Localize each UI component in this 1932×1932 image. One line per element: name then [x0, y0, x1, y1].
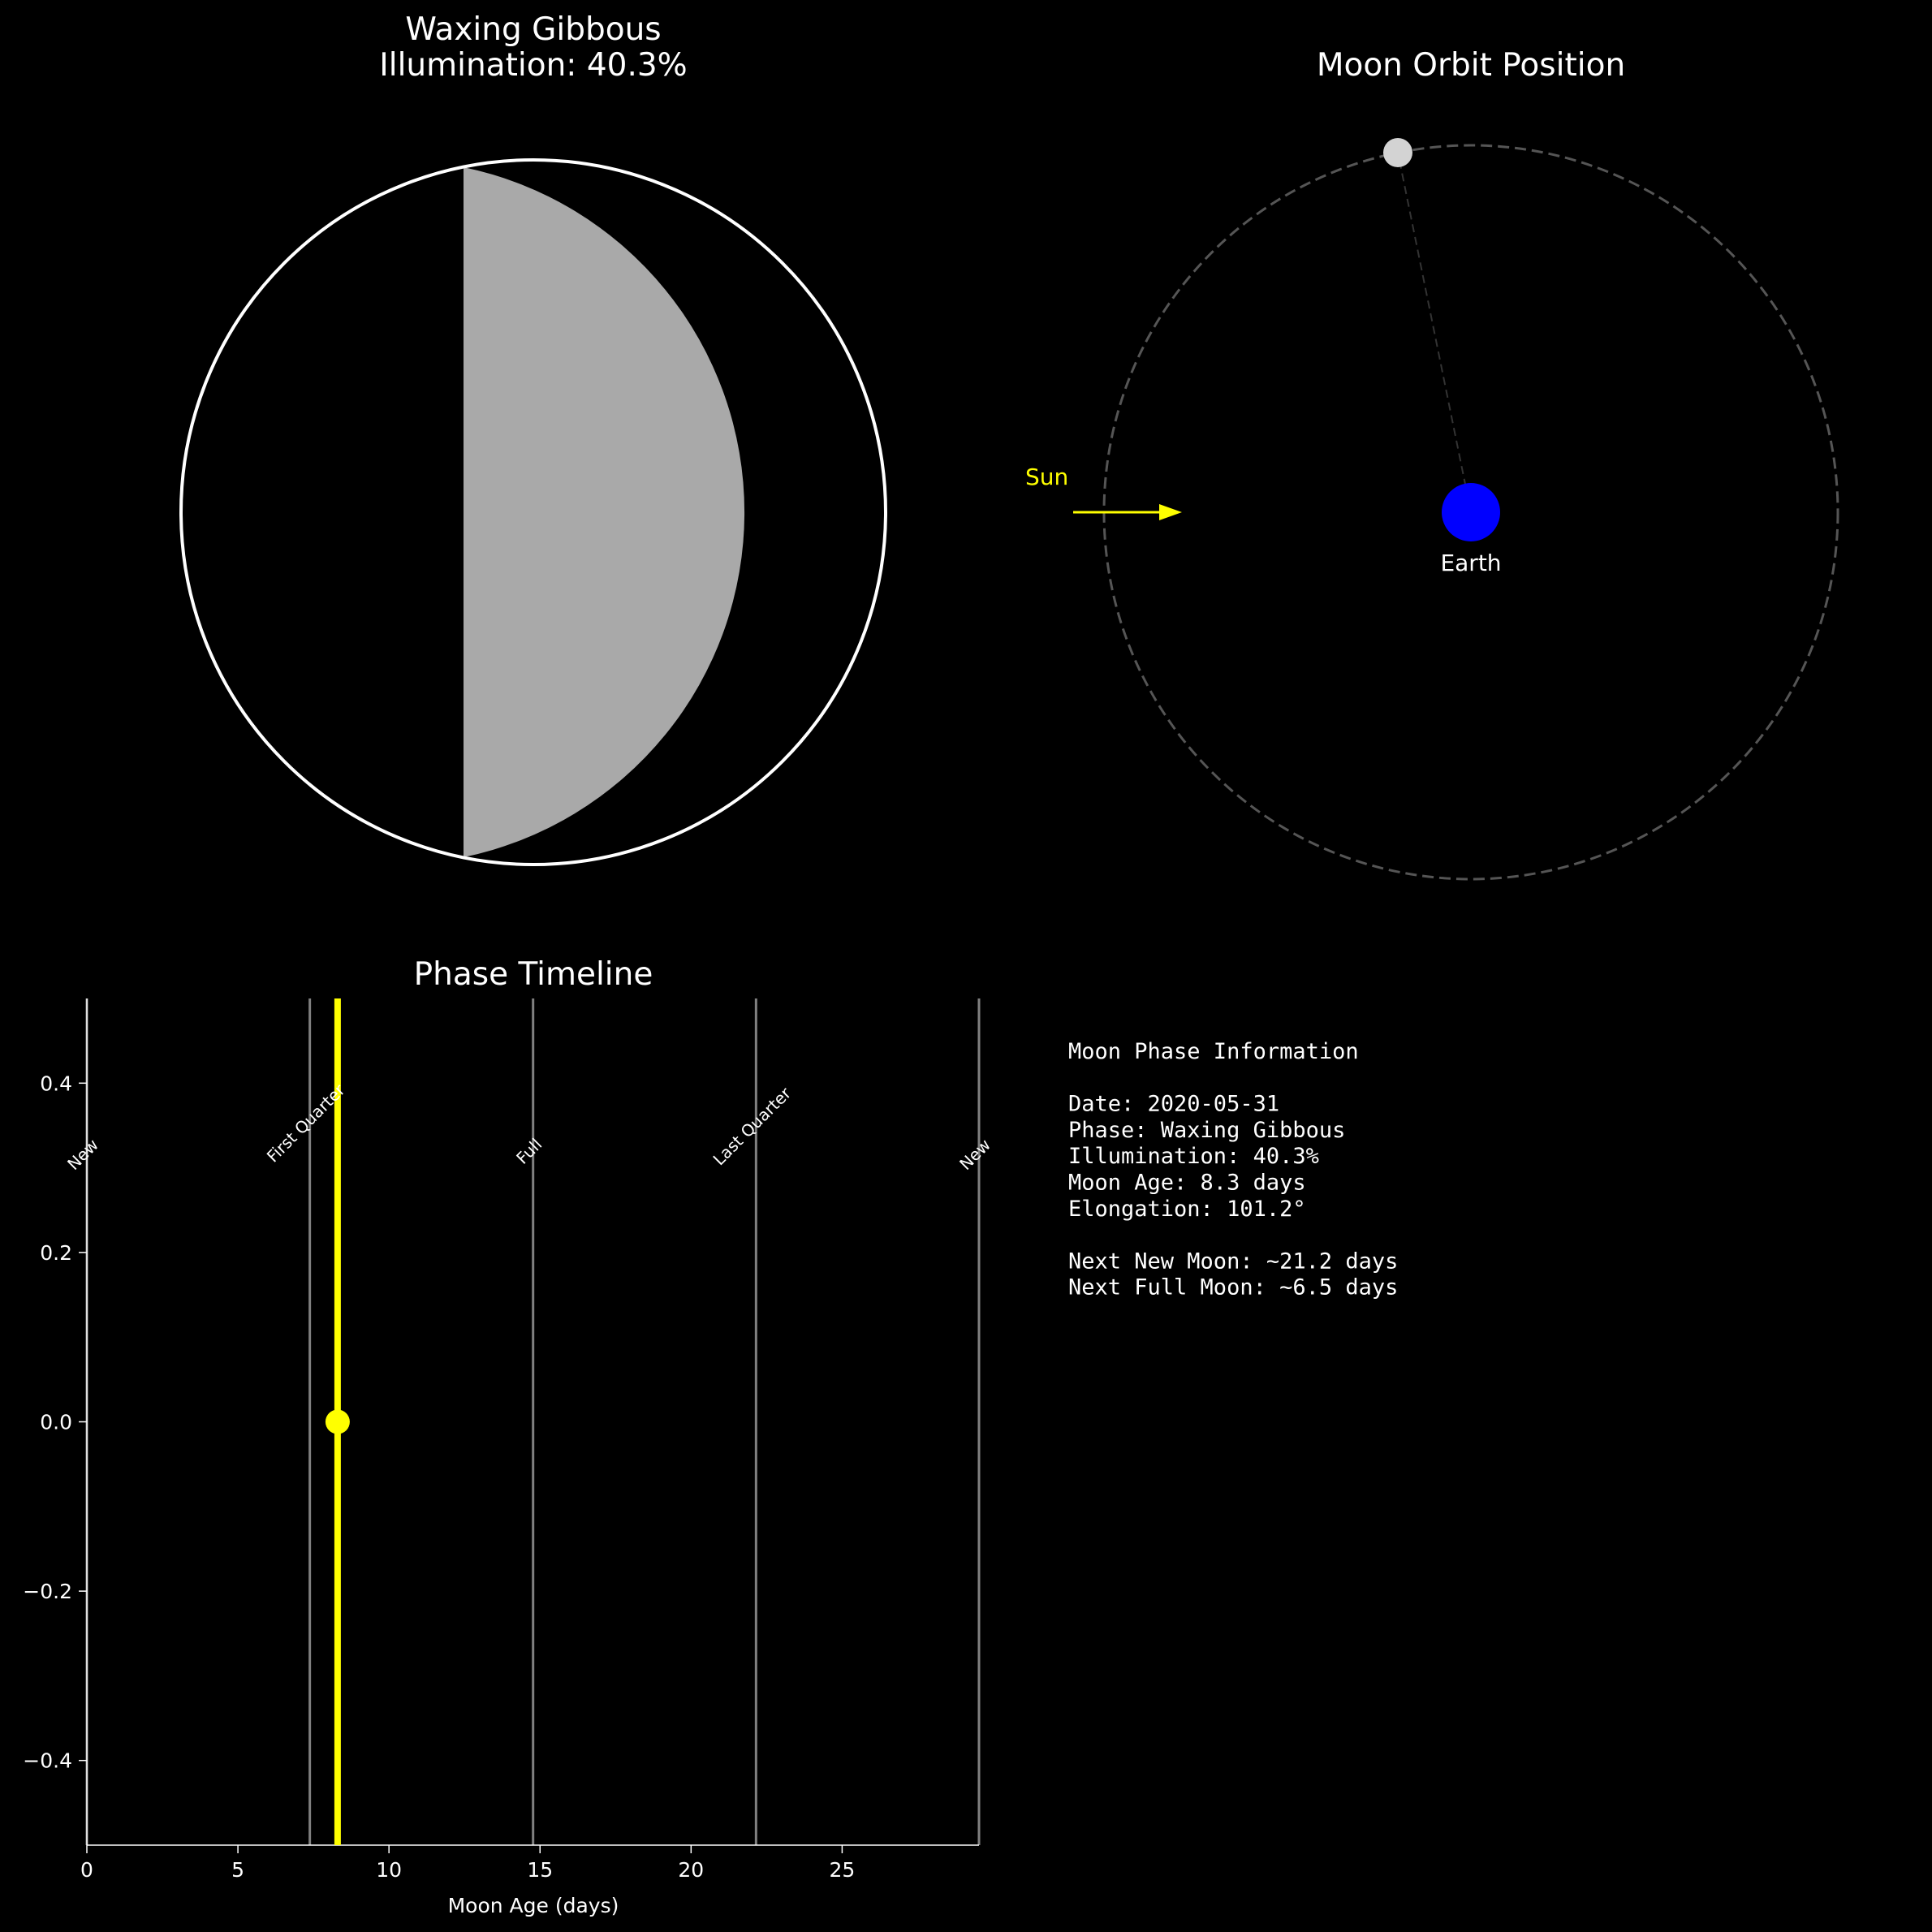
x-tick-label: 15: [527, 1858, 553, 1882]
phase-marker-label: New: [63, 1135, 102, 1174]
current-age-point: [325, 1409, 350, 1434]
y-tick-label: 0.4: [40, 1072, 72, 1095]
sun-arrow-icon: [1159, 504, 1182, 520]
y-tick-label: −0.4: [23, 1749, 72, 1773]
orbit-panel: Moon Orbit Position Earth Sun: [1025, 47, 1839, 881]
y-tick-label: 0.0: [40, 1411, 72, 1434]
info-heading: Moon Phase Information: [1068, 1039, 1359, 1064]
earth-label: Earth: [1440, 550, 1501, 576]
phase-marker-label: Full: [512, 1135, 546, 1168]
moon-outline: [179, 158, 887, 866]
timeline-title: Phase Timeline: [414, 956, 653, 993]
info-line: Next Full Moon: ~6.5 days: [1068, 1275, 1398, 1300]
x-tick-label: 0: [80, 1858, 93, 1882]
info-line: Illumination: 40.3%: [1068, 1144, 1319, 1169]
info-line: Date: 2020-05-31: [1068, 1092, 1279, 1117]
x-axis-label: Moon Age (days): [448, 1894, 619, 1917]
moon-lit-portion: [464, 167, 745, 857]
info-panel: Moon Phase Information Date: 2020-05-31Ph…: [1068, 1039, 1398, 1300]
orbit-title: Moon Orbit Position: [1317, 47, 1625, 84]
earth-marker: [1442, 483, 1500, 541]
x-tick-label: 10: [376, 1858, 402, 1882]
x-tick-label: 25: [830, 1858, 856, 1882]
x-tick-label: 5: [231, 1858, 244, 1882]
info-line: Next New Moon: ~21.2 days: [1068, 1248, 1398, 1274]
moon-marker: [1383, 138, 1412, 167]
phase-marker-label: New: [955, 1135, 994, 1174]
info-line: Phase: Waxing Gibbous: [1068, 1118, 1345, 1143]
phase-marker-label: Last Quarter: [709, 1083, 796, 1169]
timeline-panel: Phase Timeline New First Quarter Full Last …: [23, 956, 994, 1917]
phase-title: Waxing Gibbous: [405, 11, 661, 48]
illumination-title: Illumination: 40.3%: [379, 47, 687, 84]
y-tick-label: −0.2: [23, 1580, 72, 1603]
x-tick-label: 20: [678, 1858, 704, 1882]
info-line: Moon Age: 8.3 days: [1068, 1171, 1306, 1196]
sun-label: Sun: [1025, 464, 1068, 490]
y-tick-label: 0.2: [40, 1241, 72, 1265]
moon-phase-panel: Waxing Gibbous Illumination: 40.3%: [179, 11, 887, 866]
moon-earth-link: [1397, 152, 1472, 513]
info-line: Elongation: 101.2°: [1068, 1197, 1306, 1222]
